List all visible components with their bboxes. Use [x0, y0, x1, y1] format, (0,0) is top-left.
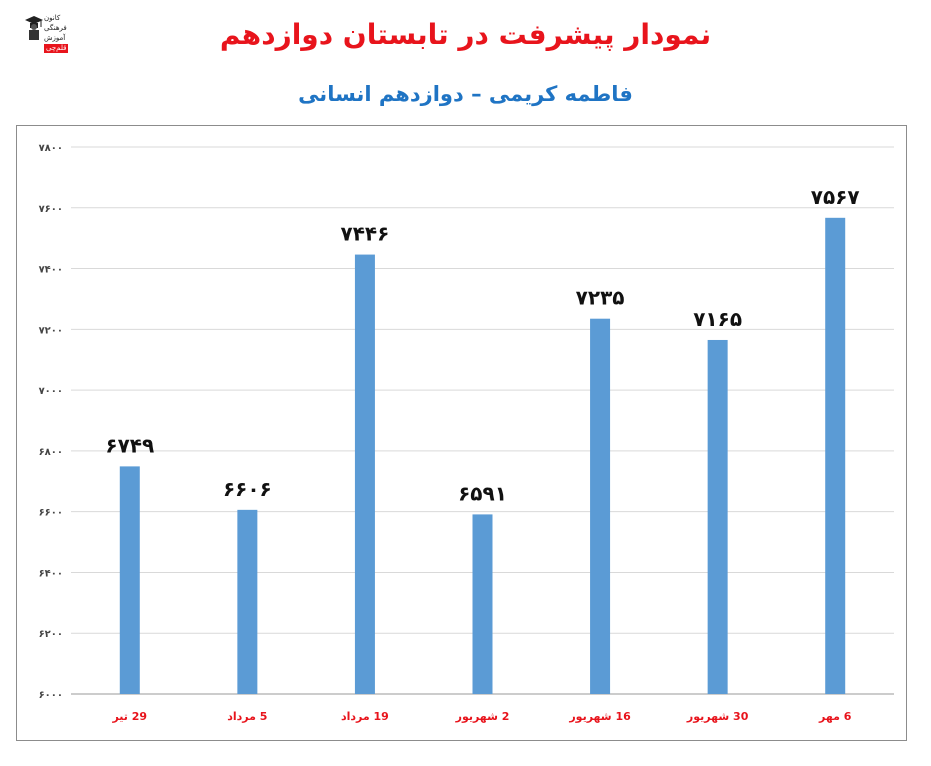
data-label: ۷۱۶۵ [693, 307, 742, 331]
chart-area: ۶۰۰۰ ۶۲۰۰ ۶۴۰۰ ۶۶۰۰ ۶۸۰۰ ۷۰۰۰ ۷۲۰۰ ۷۴۰۰ ۷۶۰۰ ۷۸۰۰… [16, 125, 907, 741]
y-tick-label: ۶۴۰۰ [39, 568, 63, 579]
data-label: ۷۲۳۵ [576, 286, 625, 310]
y-tick-label: ۷۲۰۰ [39, 325, 63, 336]
data-label: ۷۴۴۶ [341, 222, 390, 246]
bar [472, 514, 493, 694]
chart-subtitle: فاطمه کریمی – دوازدهم انسانی [298, 82, 633, 106]
y-tick-label: ۷۰۰۰ [39, 386, 63, 397]
chart-title: نمودار پیشرفت در تابستان دوازدهم [219, 18, 712, 51]
y-tick-label: ۷۴۰۰ [39, 265, 63, 276]
graduate-icon [25, 16, 43, 40]
bar [825, 217, 846, 694]
bar-chart: ۶۰۰۰ ۶۲۰۰ ۶۴۰۰ ۶۶۰۰ ۶۸۰۰ ۷۰۰۰ ۷۲۰۰ ۷۴۰۰ ۷۶۰۰ ۷۸۰۰… [39, 143, 894, 723]
logo-line-2: فرهنگی [44, 24, 67, 32]
data-label: ۷۵۶۷ [811, 185, 860, 209]
bar [119, 466, 140, 694]
logo-line-1: کانون [44, 14, 61, 22]
y-tick-label: ۶۲۰۰ [39, 629, 63, 640]
y-tick-label: ۶۶۰۰ [39, 508, 63, 519]
bar [354, 254, 375, 694]
data-label: ۶۵۹۱ [458, 481, 507, 505]
x-tick-label: 6 مهر [818, 710, 852, 723]
data-label: ۶۶۰۶ [223, 477, 272, 501]
logo-line-3: آموزش [44, 34, 66, 42]
x-tick-label: 19 مرداد [341, 710, 389, 723]
logo-line-4: قلم‌چی [44, 44, 69, 53]
x-tick-label: 2 شهریور [455, 710, 510, 723]
x-tick-label: 16 شهریور [568, 710, 631, 723]
logo: کانون فرهنگی آموزش قلم‌چی [22, 12, 70, 74]
y-tick-label: ۶۸۰۰ [39, 447, 63, 458]
bar [707, 339, 728, 694]
x-tick-label: 5 مرداد [227, 710, 267, 723]
x-tick-label: 29 تیر [111, 710, 147, 723]
bar [237, 509, 258, 694]
y-tick-label: ۷۶۰۰ [39, 204, 63, 215]
y-tick-label: ۷۸۰۰ [39, 143, 63, 154]
bar [590, 318, 611, 694]
y-tick-label: ۶۰۰۰ [39, 690, 63, 701]
data-label: ۶۷۴۹ [105, 433, 154, 457]
x-tick-label: 30 شهریور [686, 710, 749, 723]
